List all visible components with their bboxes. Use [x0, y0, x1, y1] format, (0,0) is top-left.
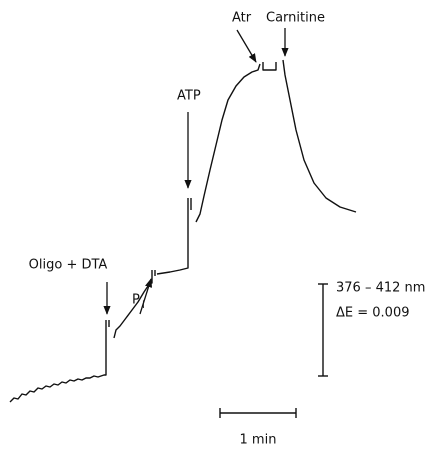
scale-bar-horizontal	[219, 408, 297, 418]
label: Oligo + DTA	[29, 258, 108, 273]
label: P	[132, 293, 140, 308]
label-subscript: i	[142, 300, 145, 311]
scale-label: ΔE = 0.009	[336, 306, 409, 321]
label: Atr	[232, 11, 252, 26]
trace	[9, 59, 357, 403]
scale-label: 1 min	[240, 433, 277, 448]
arrows	[103, 28, 289, 315]
label: Carnitine	[266, 11, 325, 26]
scale-label: 376 – 412 nm	[336, 281, 425, 296]
scale-bar-vertical	[318, 283, 328, 377]
label: ATP	[177, 89, 201, 104]
